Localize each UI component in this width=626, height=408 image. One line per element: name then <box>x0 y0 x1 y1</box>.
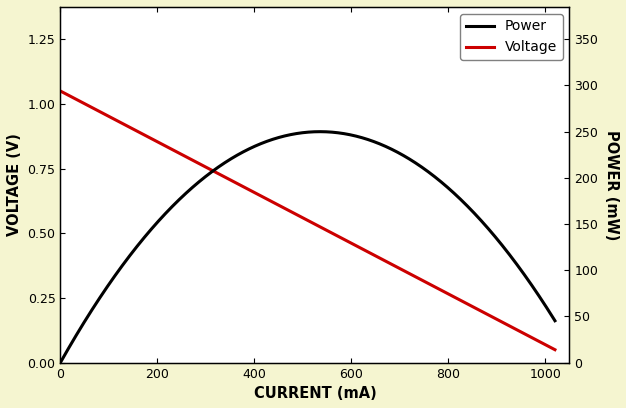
X-axis label: CURRENT (mA): CURRENT (mA) <box>254 386 376 401</box>
Voltage <box>451 295 459 300</box>
Power <box>56 360 64 365</box>
Voltage <box>107 115 115 120</box>
Voltage <box>56 89 64 93</box>
Voltage <box>396 266 404 271</box>
Power <box>107 279 115 284</box>
Power <box>443 184 450 189</box>
Legend: Power, Voltage: Power, Voltage <box>460 14 563 60</box>
Power <box>452 192 459 197</box>
Line: Power: Power <box>60 132 555 363</box>
Power <box>257 142 264 146</box>
Y-axis label: VOLTAGE (V): VOLTAGE (V) <box>7 133 22 236</box>
Power <box>397 151 404 156</box>
Power <box>316 129 324 134</box>
Line: Voltage: Voltage <box>60 91 555 350</box>
Voltage <box>442 290 449 295</box>
Power <box>274 135 282 140</box>
Power <box>551 318 558 323</box>
Voltage <box>551 347 558 352</box>
Voltage <box>257 193 264 198</box>
Voltage <box>274 202 282 207</box>
Y-axis label: POWER (mW): POWER (mW) <box>604 130 619 240</box>
